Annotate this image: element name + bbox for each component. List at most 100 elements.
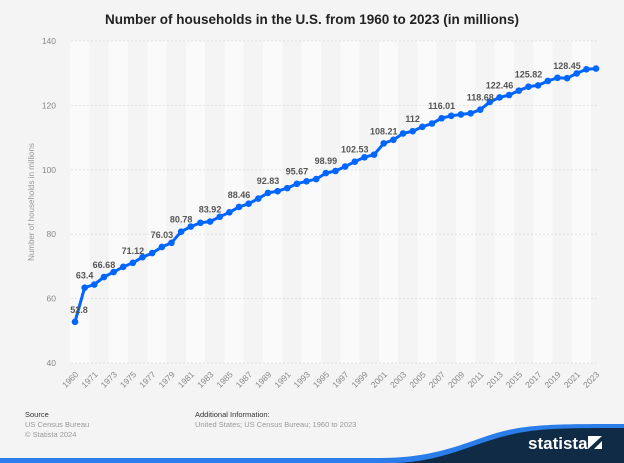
source-block: Source US Census Bureau © Statista 2024	[25, 410, 89, 440]
x-tick-label: 2021	[562, 369, 583, 390]
series-line	[71, 65, 600, 326]
data-label: 122.46	[486, 80, 514, 90]
data-point	[496, 94, 503, 101]
data-point	[399, 130, 407, 137]
plot-band	[108, 41, 129, 363]
data-point	[226, 209, 233, 216]
x-tick-label: 2023	[581, 369, 602, 390]
plot-band	[398, 41, 418, 363]
data-labels: 52.8 63.466.68 71.12 76.03 80.78 83.92 88.46 92…	[70, 61, 581, 315]
statista-logo: statista	[528, 434, 588, 453]
data-point	[351, 158, 359, 165]
data-point	[293, 180, 301, 188]
plot-band	[494, 41, 514, 363]
data-label: 83.92	[199, 205, 222, 215]
data-point	[206, 218, 214, 225]
plot-band	[533, 41, 553, 363]
additional-info-block: Additional Information: United States; U…	[195, 410, 356, 430]
y-tick-label: 140	[42, 36, 56, 46]
data-point	[283, 184, 291, 192]
plot-band	[359, 41, 379, 363]
x-tick-label: 1979	[156, 369, 177, 390]
data-point	[332, 167, 339, 175]
x-tick-label: 1983	[195, 369, 216, 390]
plot-band	[224, 41, 244, 363]
data-point	[255, 195, 262, 202]
data-label: 108.21	[370, 126, 398, 136]
data-label: 63.4	[76, 271, 94, 281]
data-label: 88.46	[228, 190, 251, 200]
data-point	[525, 83, 532, 90]
data-point	[264, 189, 272, 197]
data-point	[361, 154, 368, 161]
data-point	[119, 263, 127, 271]
x-tick-label: 1991	[272, 369, 293, 390]
source-heading: Source	[25, 410, 49, 419]
data-point	[447, 112, 455, 120]
data-point	[187, 223, 195, 230]
data-label: 80.78	[170, 215, 193, 225]
plot-band	[340, 41, 360, 363]
additional-info: United States; US Census Bureau; 1960 to…	[195, 420, 357, 429]
x-tick-label: 1987	[234, 369, 255, 390]
data-point	[592, 65, 600, 72]
plot-band	[513, 41, 534, 363]
y-tick-label: 120	[42, 100, 56, 110]
data-point	[235, 203, 243, 211]
data-point	[409, 127, 416, 135]
plot-band	[571, 41, 592, 363]
plot-band	[128, 41, 148, 363]
x-tick-label: 2011	[466, 369, 486, 389]
plot-band	[147, 41, 167, 363]
x-tick-label: 1995	[311, 369, 332, 390]
x-tick-label: 2019	[542, 369, 563, 390]
data-point	[322, 169, 330, 177]
x-tick-label: 2009	[446, 369, 467, 390]
copyright: © Statista 2024	[25, 430, 77, 439]
plot-band	[166, 41, 186, 363]
x-tick-label: 1973	[99, 369, 120, 390]
data-label: 98.99	[315, 156, 338, 166]
data-point	[245, 200, 252, 207]
data-point	[129, 259, 137, 267]
x-tick-label: 2001	[369, 369, 390, 390]
data-label: 71.12	[122, 246, 145, 256]
data-point	[544, 77, 552, 85]
plot-band	[263, 41, 283, 363]
x-tick-label: 1993	[292, 369, 313, 390]
data-point	[438, 114, 445, 122]
data-point	[554, 74, 561, 82]
data-label: 128.45	[553, 61, 581, 71]
data-label: 92.83	[257, 176, 280, 186]
y-tick-label: 40	[47, 358, 57, 368]
data-label: 95.67	[286, 167, 309, 177]
data-point	[563, 74, 571, 82]
source-link[interactable]: US Census Bureau	[25, 420, 90, 429]
logo-background	[395, 428, 624, 463]
plot-band	[417, 41, 437, 363]
additional-heading: Additional Information:	[195, 410, 270, 419]
data-point	[486, 98, 494, 106]
plot-band	[552, 41, 572, 363]
data-label: 52.8	[70, 305, 88, 315]
data-label: 112	[405, 114, 420, 124]
x-tick-label: 1971	[79, 369, 100, 390]
data-label: 116.01	[428, 101, 455, 111]
gridlines	[71, 40, 599, 364]
x-tick-label: 2015	[504, 369, 525, 390]
x-axis-ticks: 1960197119731975197719791981198319851987…	[60, 369, 602, 390]
x-tick-label: 1981	[176, 369, 197, 390]
plot-band	[378, 41, 399, 363]
data-label: 125.82	[515, 70, 543, 80]
data-point	[476, 106, 484, 113]
data-point	[274, 187, 281, 195]
data-point	[380, 140, 388, 147]
data-point	[390, 136, 397, 144]
data-point	[467, 110, 474, 117]
data-point	[341, 163, 349, 170]
plot-band	[321, 41, 341, 363]
plot-band	[591, 41, 611, 363]
plot-band	[475, 41, 495, 363]
data-point	[312, 175, 320, 183]
